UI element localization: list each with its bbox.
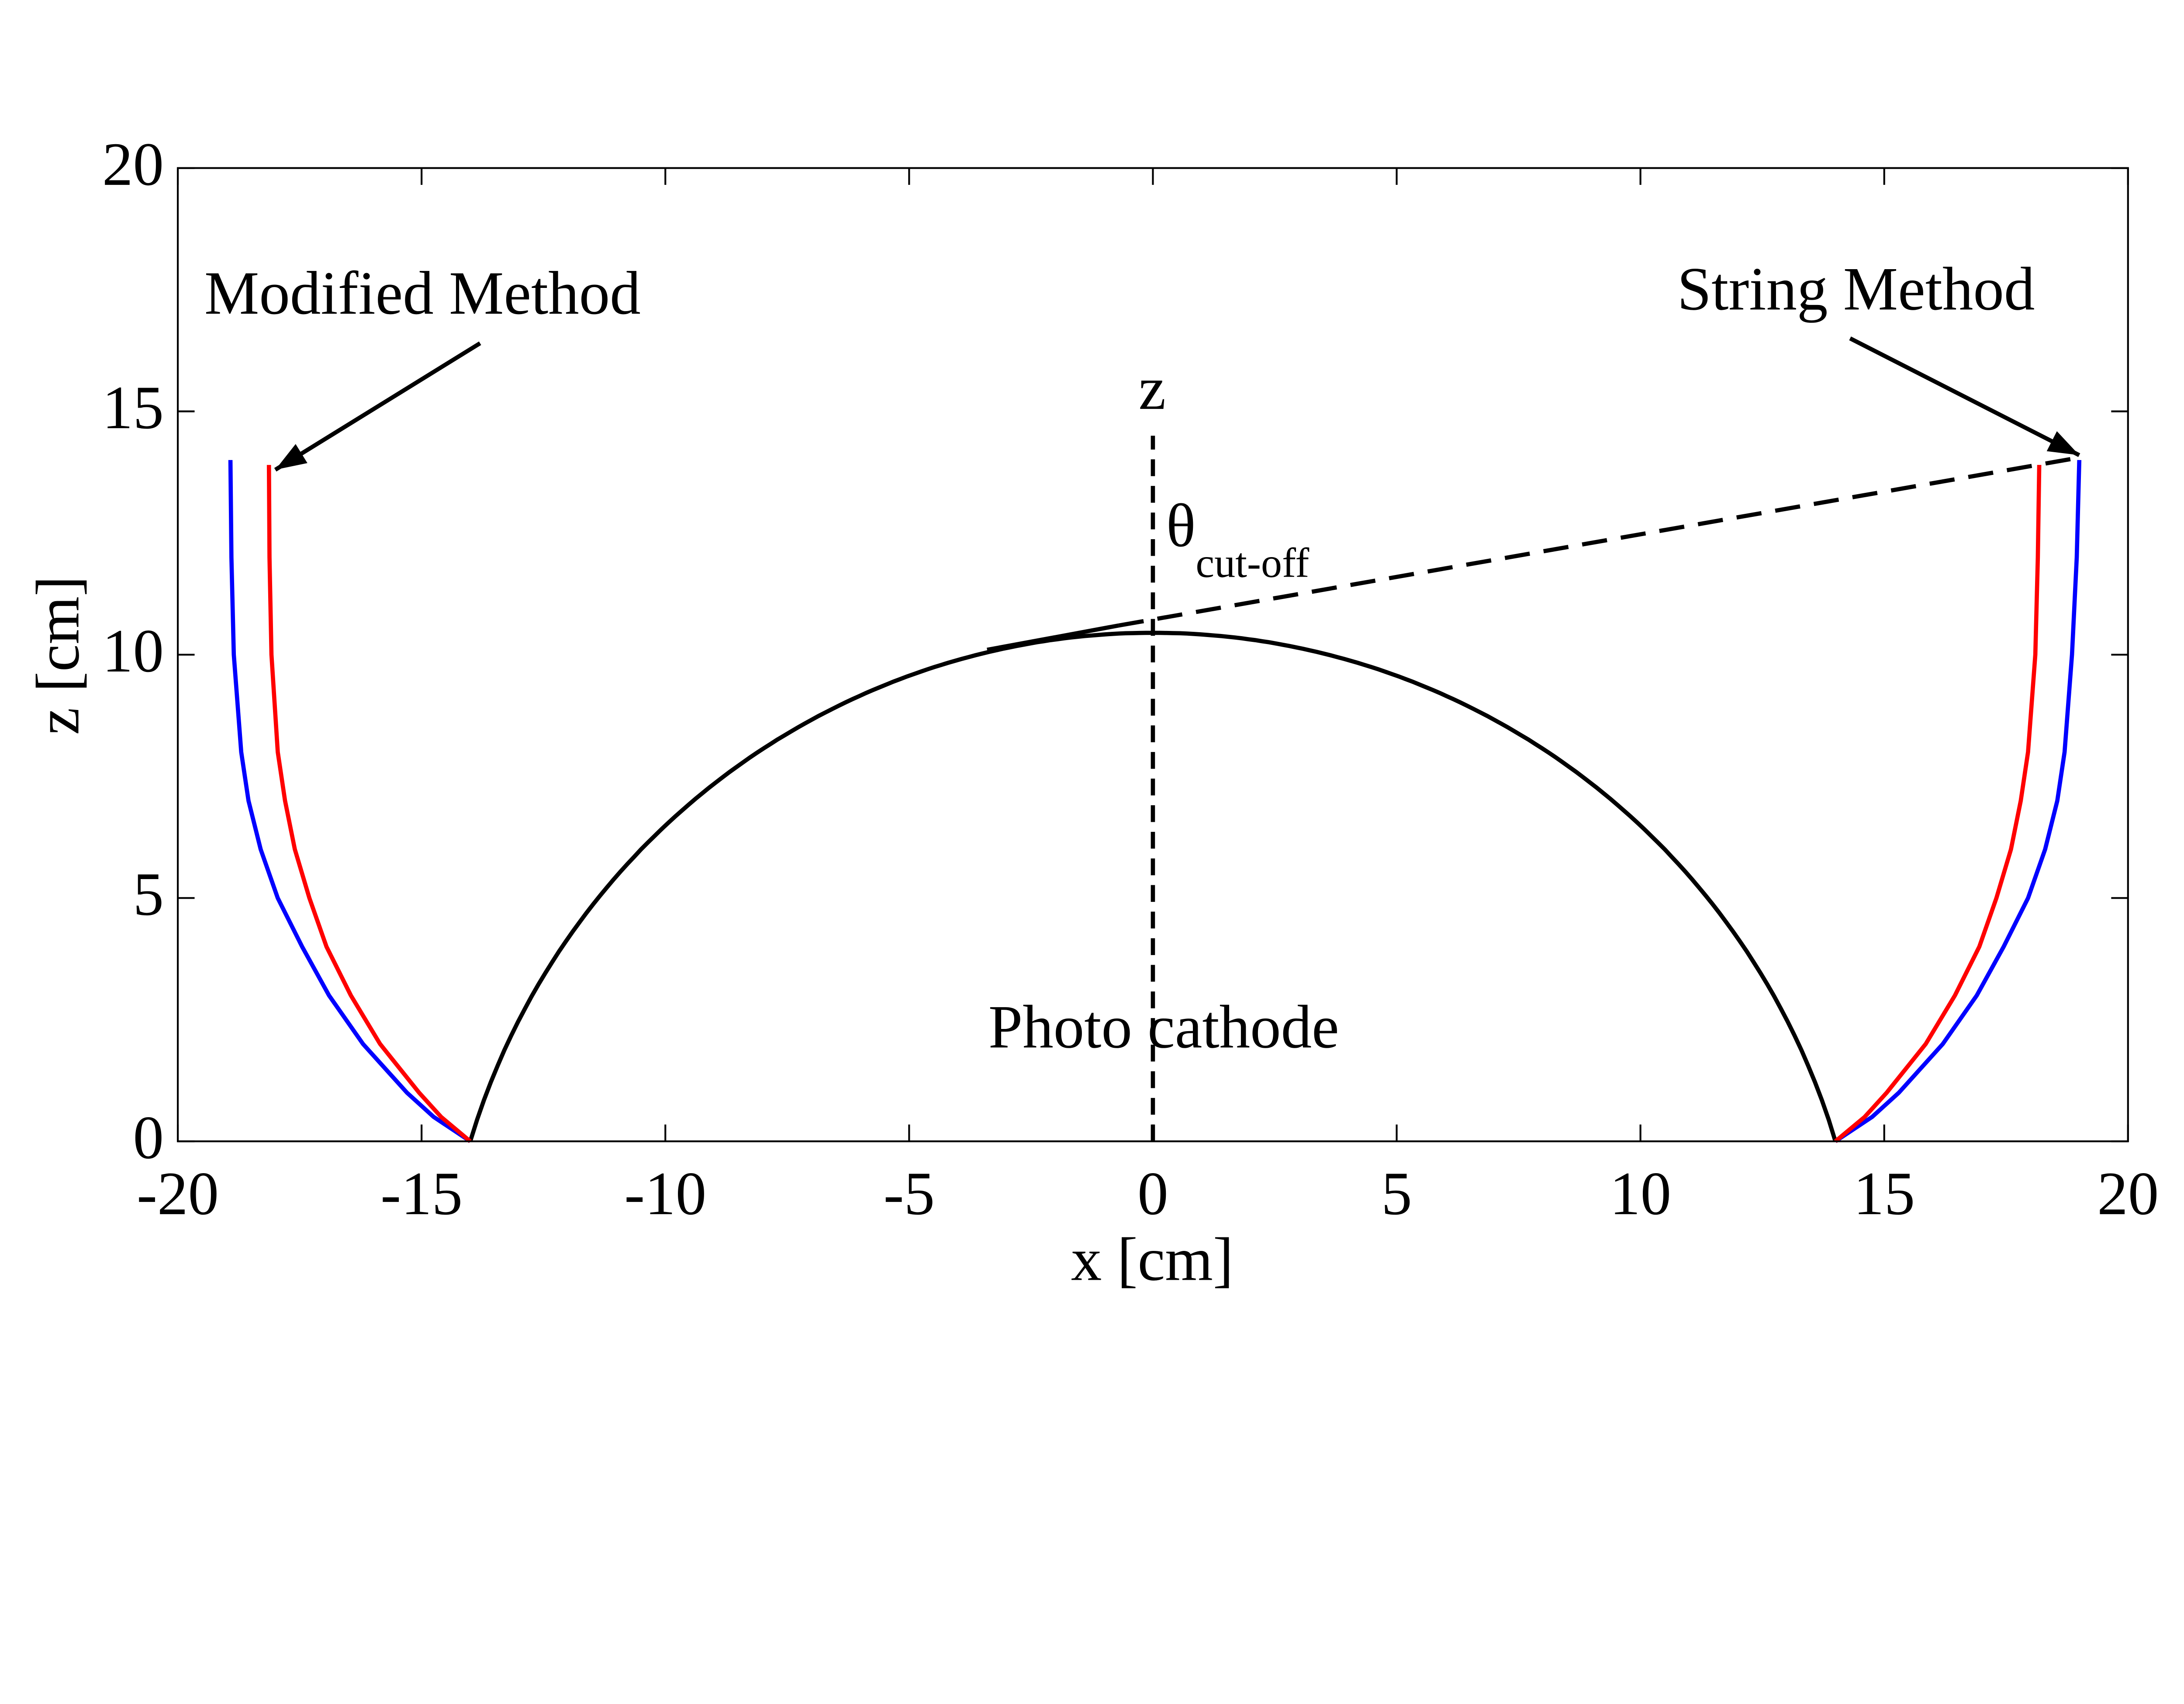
x-tick-label: -15	[380, 1159, 463, 1228]
red-curve-right	[1834, 465, 2042, 1143]
theta-cutoff-label: θcut-off	[1166, 491, 1310, 586]
x-tick-label: -5	[884, 1159, 935, 1228]
curves	[228, 336, 2082, 1143]
cutoff-line-solid	[987, 623, 1120, 652]
annotation-arrow-line	[274, 341, 481, 472]
blue-curve-right	[1834, 460, 2082, 1143]
photocathode-label: Photo cathode	[988, 992, 1339, 1061]
x-tick-label: 20	[2097, 1159, 2159, 1228]
y-tick-label: 20	[102, 130, 164, 198]
x-tick-label: -10	[624, 1159, 706, 1228]
x-axis-label: x [cm]	[1071, 1225, 1234, 1293]
y-tick-label: 5	[133, 860, 164, 928]
annotation-string-method: String Method	[1677, 254, 2035, 323]
y-tick-label: 10	[102, 616, 164, 685]
y-axis-label: z [cm]	[23, 576, 92, 735]
annotation-arrow-line	[1849, 336, 2080, 457]
ticks: -20 -15 -10 -5 0 5 10 15 20 0 5 10 15 20	[102, 130, 2159, 1228]
x-tick-label: 0	[1137, 1159, 1168, 1228]
y-tick-label: 0	[133, 1103, 164, 1172]
blue-curve-left	[228, 460, 472, 1143]
y-tick-label: 15	[102, 373, 164, 442]
x-tick-label: 10	[1610, 1159, 1671, 1228]
arrowhead-icon	[2046, 431, 2080, 455]
cutoff-line-dashed	[1118, 455, 2080, 628]
theta-symbol: θ	[1166, 491, 1196, 560]
red-curve-left	[266, 465, 472, 1143]
x-tick-label: 15	[1853, 1159, 1915, 1228]
annotation-modified-method: Modified Method	[204, 259, 641, 327]
theta-subscript: cut-off	[1196, 540, 1310, 586]
z-axis-line-label: z	[1139, 354, 1166, 423]
arrowhead-icon	[275, 444, 308, 470]
x-tick-label: -20	[137, 1159, 219, 1228]
chart: -20 -15 -10 -5 0 5 10 15 20 0 5 10 15 20 x [cm] z [cm…	[23, 130, 2159, 1293]
x-tick-label: 5	[1381, 1159, 1412, 1228]
